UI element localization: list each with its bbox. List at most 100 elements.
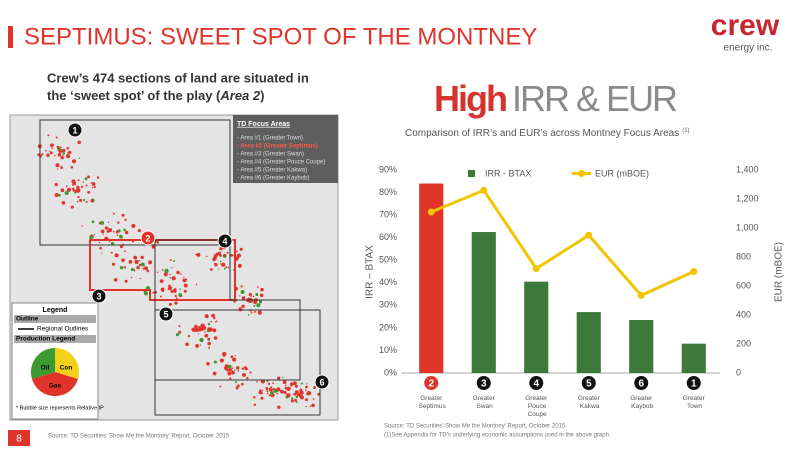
well xyxy=(101,252,103,254)
well xyxy=(85,184,88,187)
well xyxy=(71,184,74,186)
well xyxy=(60,188,65,193)
header: SEPTIMUS: SWEET SPOT OF THE MONTNEY xyxy=(24,23,537,50)
well xyxy=(124,218,127,221)
well xyxy=(109,229,111,231)
badge-number: 5 xyxy=(586,379,592,390)
well xyxy=(213,316,216,320)
well xyxy=(64,190,69,196)
well xyxy=(55,163,60,168)
well xyxy=(277,405,281,409)
well xyxy=(114,253,119,258)
x-tick-word: Kaybob xyxy=(629,403,653,410)
well xyxy=(241,382,244,386)
well xyxy=(313,386,317,389)
well xyxy=(111,262,115,266)
pie-gas xyxy=(32,372,78,397)
header-bar xyxy=(8,26,13,48)
bar xyxy=(629,319,654,373)
well xyxy=(305,393,308,395)
x-tick-label: Greater Pouce Coupe xyxy=(525,395,548,418)
well xyxy=(183,289,187,293)
focus-area: - Area #1 (Greater Town) xyxy=(237,136,303,142)
well xyxy=(138,267,140,270)
y-tick-label: 0% xyxy=(384,367,397,377)
well xyxy=(57,152,62,157)
well xyxy=(90,182,92,184)
focus-list: - Area #1 (Greater Town) - Area #2 (Great… xyxy=(237,136,325,182)
well xyxy=(227,371,232,376)
well xyxy=(266,380,269,383)
y2-axis-title: EUR (mBOE) xyxy=(774,242,785,302)
focus-box xyxy=(233,115,338,183)
well xyxy=(221,262,226,267)
well xyxy=(54,154,56,157)
well xyxy=(195,344,199,348)
well xyxy=(70,165,74,169)
well xyxy=(300,382,303,385)
well xyxy=(174,294,177,298)
well xyxy=(309,405,312,408)
well xyxy=(244,367,248,371)
subtitle: Comparison of IRR’s and EUR’s across Mon… xyxy=(405,128,679,139)
well xyxy=(124,250,126,253)
focus-title: TD Focus Areas xyxy=(237,121,290,128)
title-rest: IRR & EUR xyxy=(512,78,677,119)
well xyxy=(76,200,79,203)
well xyxy=(260,287,264,292)
badge-number: 3 xyxy=(481,379,487,390)
well xyxy=(90,199,94,203)
well xyxy=(233,300,236,303)
well xyxy=(87,191,90,194)
intro-text: ) xyxy=(260,88,264,103)
badge-number: 2 xyxy=(428,379,434,390)
legend-band xyxy=(14,335,96,343)
well xyxy=(91,182,96,186)
well xyxy=(169,273,171,276)
well xyxy=(46,153,50,158)
marker-badge xyxy=(140,230,156,246)
intro-line: Crew’s 474 sections of land are situated… xyxy=(47,70,309,85)
legend-label: IRR - BTAX xyxy=(485,168,531,178)
well xyxy=(199,337,204,343)
well xyxy=(210,320,212,323)
well xyxy=(60,166,63,169)
well xyxy=(253,300,257,305)
well xyxy=(254,310,256,313)
marker-badge xyxy=(217,233,233,249)
well xyxy=(253,403,257,407)
x-tick-label: Greater Kakwa xyxy=(578,395,601,410)
well xyxy=(173,260,176,263)
well xyxy=(208,346,211,349)
well xyxy=(258,300,263,304)
y2-tick-label: 400 xyxy=(736,309,751,319)
well xyxy=(241,304,245,309)
well xyxy=(100,229,105,234)
well xyxy=(234,369,236,371)
well xyxy=(172,289,174,292)
well xyxy=(56,168,59,170)
well xyxy=(77,140,82,145)
chart-source: Source: TD Securities’ Show Me the Montn… xyxy=(384,424,566,430)
well xyxy=(219,358,224,363)
well xyxy=(62,152,65,155)
well xyxy=(123,266,127,269)
marker-number: 3 xyxy=(96,291,101,301)
point xyxy=(637,291,645,299)
well xyxy=(276,392,279,395)
subtitle-note: (1) xyxy=(682,128,689,134)
well xyxy=(164,268,169,274)
well xyxy=(295,390,299,395)
well xyxy=(207,341,211,346)
well xyxy=(290,386,292,388)
well xyxy=(210,328,213,330)
well xyxy=(207,339,210,341)
well xyxy=(247,314,250,316)
well xyxy=(212,328,217,333)
well xyxy=(93,185,96,189)
well xyxy=(148,260,153,265)
well xyxy=(78,157,81,159)
well xyxy=(112,230,115,233)
page-number-box xyxy=(8,430,30,446)
well xyxy=(202,325,207,330)
